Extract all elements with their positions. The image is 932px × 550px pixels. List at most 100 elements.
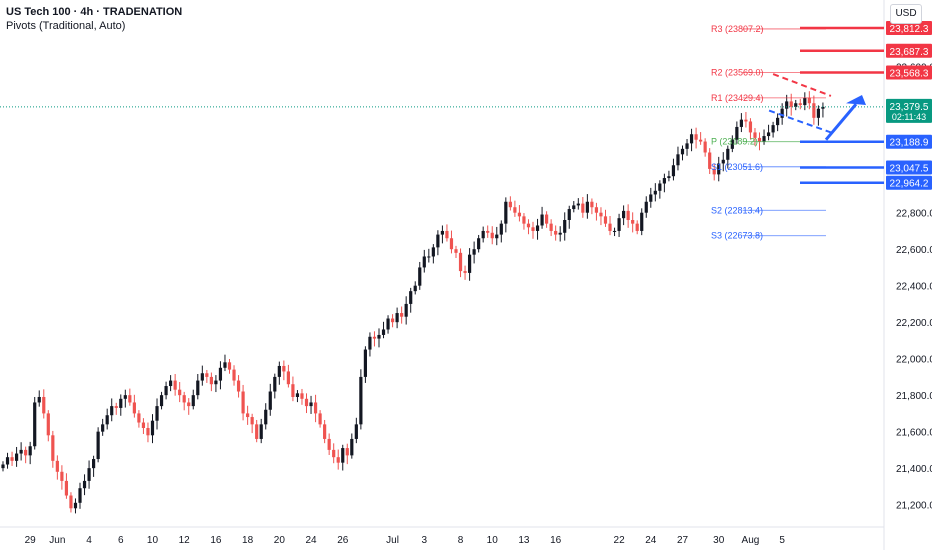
candle-body — [608, 223, 612, 231]
support-price-tag — [886, 134, 932, 149]
candle-body — [159, 395, 164, 407]
candle-body — [227, 362, 232, 370]
support-price-label: 23,188.9 — [890, 138, 929, 149]
y-tick-label: 21,600.0 — [896, 428, 932, 439]
candle-body — [295, 393, 300, 397]
candle-body — [259, 424, 263, 439]
candle-body — [24, 449, 28, 456]
candle-body — [495, 234, 499, 239]
candle-body — [540, 214, 544, 226]
candle-body — [200, 373, 204, 381]
candle-body — [458, 252, 463, 272]
candle-body — [404, 303, 408, 317]
candle-body — [268, 391, 272, 410]
candle-body — [454, 249, 458, 253]
x-tick-label: 24 — [305, 535, 317, 546]
candle-body — [381, 329, 386, 335]
candle-body — [114, 406, 118, 408]
candle-body — [10, 457, 14, 461]
candle-body — [28, 446, 32, 456]
candle-body — [821, 106, 825, 109]
candle-body — [273, 376, 277, 392]
candle-body — [694, 134, 698, 140]
x-tick-label: 29 — [25, 535, 37, 546]
pivot-label-p: P (23189.2) — [711, 137, 758, 147]
candle-body — [255, 424, 259, 439]
last-price-tag — [886, 98, 932, 123]
x-tick-label: 10 — [147, 535, 159, 546]
candle-body — [667, 176, 671, 179]
candle-body — [96, 431, 100, 460]
candle-body — [558, 232, 562, 235]
candle-body — [653, 190, 657, 195]
candle-body — [137, 413, 141, 423]
projection-arrow-shaft — [824, 103, 858, 141]
candle-body — [309, 402, 313, 407]
x-tick-label: 16 — [210, 535, 222, 546]
y-tick-label: 21,200.0 — [896, 501, 932, 512]
candle-body — [60, 471, 64, 481]
x-tick-label: 20 — [274, 535, 286, 546]
candle-body — [490, 232, 494, 239]
candle-body — [196, 380, 200, 396]
candle-body — [499, 223, 503, 235]
candle-body — [300, 393, 304, 399]
candle-body — [132, 402, 136, 414]
candle-body — [92, 459, 96, 469]
candle-body — [377, 334, 381, 339]
candle-body — [726, 148, 730, 160]
candle-body — [422, 256, 426, 268]
candle-body — [644, 201, 648, 213]
candle-body — [69, 495, 73, 509]
candle-body — [735, 126, 739, 140]
candle-body — [332, 449, 336, 458]
candle-body — [472, 249, 476, 255]
y-tick-label: 22,400.0 — [896, 282, 932, 293]
candle-body — [717, 163, 721, 175]
candle-body — [785, 101, 789, 109]
candle-body — [327, 438, 331, 450]
x-tick-label: 30 — [713, 535, 725, 546]
candle-body — [671, 165, 676, 177]
candle-body — [37, 396, 41, 403]
candle-body — [730, 139, 734, 149]
candle-body — [803, 97, 807, 106]
candle-body — [816, 108, 820, 118]
candle-body — [291, 384, 295, 397]
x-tick-label: 13 — [518, 535, 530, 546]
candle-body — [341, 448, 345, 463]
candle-body — [594, 207, 599, 213]
candle-body — [205, 373, 209, 377]
currency-button[interactable]: USD — [890, 4, 922, 24]
candle-body — [449, 238, 454, 250]
candle-body — [599, 212, 603, 217]
candle-body — [676, 154, 680, 166]
candle-body — [748, 121, 753, 133]
candle-body — [1, 464, 5, 469]
candle-body — [762, 136, 766, 142]
candle-body — [123, 395, 127, 399]
candle-body — [218, 367, 223, 381]
candle-body — [236, 380, 241, 392]
candle-body — [807, 97, 811, 104]
candle-body — [286, 371, 290, 385]
support-price-tag — [886, 175, 932, 190]
x-tick-label: Jul — [386, 535, 399, 546]
candle-body — [513, 207, 517, 213]
candle-body — [214, 380, 218, 385]
flag-upper-trendline — [772, 73, 832, 97]
candle-body — [42, 396, 46, 414]
candle-body — [631, 220, 635, 224]
candle-body — [427, 256, 431, 258]
x-tick-label: 5 — [779, 535, 785, 546]
candle-body — [481, 230, 485, 239]
candle-body — [794, 103, 798, 107]
flag-lower-trendline — [768, 109, 832, 134]
candle-body — [581, 203, 585, 213]
candle-body — [164, 386, 168, 396]
candle-body — [400, 313, 404, 317]
resistance-price-tag — [886, 43, 932, 58]
candle-body — [612, 230, 617, 232]
x-tick-label: 8 — [458, 535, 464, 546]
